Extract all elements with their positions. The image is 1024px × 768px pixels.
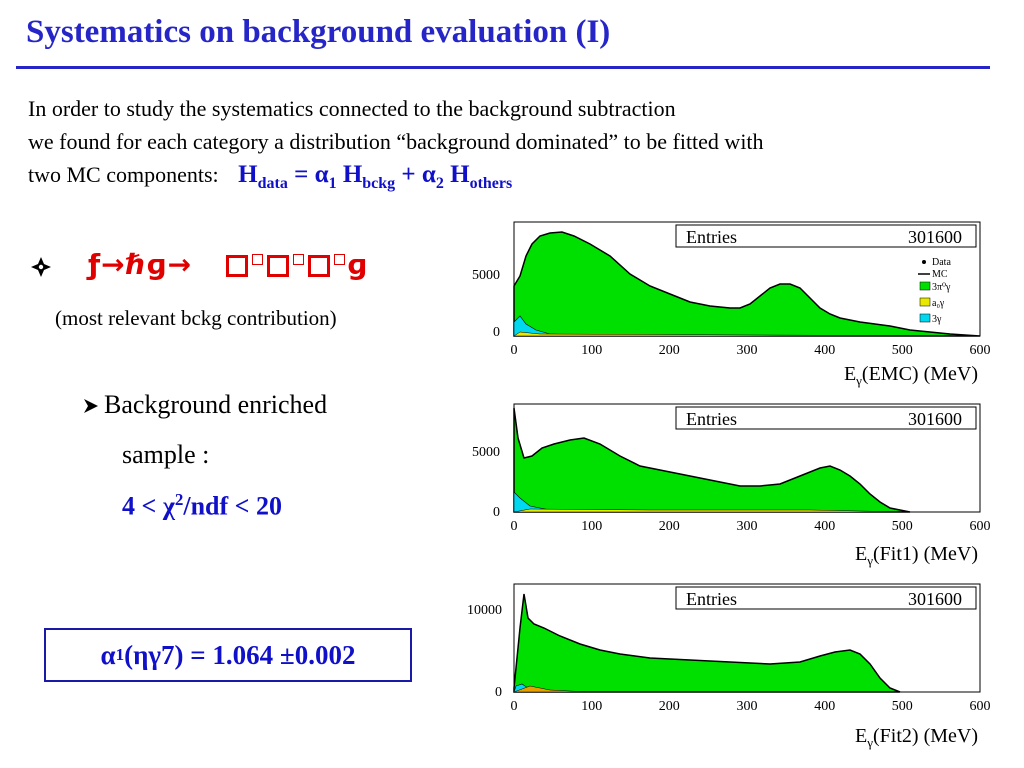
svg-text:200: 200 — [659, 519, 680, 534]
x-tick-labels: 0 100 200 300 400 500 600 — [511, 519, 991, 534]
small-box-glyph-icon — [293, 254, 305, 265]
cyan-box-icon — [919, 313, 931, 323]
svg-text:400: 400 — [814, 519, 835, 534]
svg-text:600: 600 — [970, 519, 991, 534]
alpha-result-box: α 1 (ηγ7) = 1.064 ±0.002 — [44, 628, 412, 682]
box-glyph-icon — [226, 255, 249, 277]
stats-box — [675, 586, 977, 610]
small-box-glyph-icon — [334, 254, 346, 265]
intro-text: In order to study the systematics connec… — [28, 92, 998, 200]
histogram-fit2: Entries 301600 0 10000 0 100 200 300 400… — [450, 578, 1010, 750]
svg-text:500: 500 — [892, 519, 913, 534]
entries-value: 301600 — [908, 589, 962, 609]
box-glyph-icon — [308, 255, 331, 277]
a0gamma-fill — [513, 331, 981, 337]
entries-label: Entries — [686, 589, 737, 609]
svg-text:400: 400 — [814, 343, 835, 358]
svg-text:600: 600 — [970, 699, 991, 714]
svg-text:3γ: 3γ — [932, 314, 942, 325]
fit-formula: Hdata = α1 Hbckg + α2 Hothers — [238, 161, 513, 192]
svg-text:5000: 5000 — [472, 445, 500, 460]
entries-value: 301600 — [908, 409, 962, 429]
svg-text:5000: 5000 — [472, 268, 500, 283]
stats-box — [675, 224, 977, 248]
svg-text:300: 300 — [737, 519, 758, 534]
legend: Data MC 3π⁰γ a₀γ 3γ — [918, 257, 951, 325]
x-axis-title: Eγ(Fit1) (MeV) — [855, 543, 978, 568]
svg-text:500: 500 — [892, 343, 913, 358]
intro-line-3: two MC components: Hdata = α1 Hbckg + α2… — [28, 158, 998, 200]
bckg-note: (most relevant bckg contribution) — [55, 306, 337, 330]
svg-text:0: 0 — [493, 325, 500, 340]
svg-text:0: 0 — [511, 343, 518, 358]
svg-text:600: 600 — [970, 343, 991, 358]
histogram-emc: Entries 301600 Data MC 3π⁰γ a₀γ 3γ 0 500… — [450, 216, 1010, 388]
entries-label: Entries — [686, 409, 737, 429]
svg-text:Data: Data — [932, 257, 951, 268]
svg-text:200: 200 — [659, 343, 680, 358]
chi2-cut: 4 < χ2/ndf < 20 — [122, 490, 282, 521]
small-box-glyph-icon — [252, 254, 264, 265]
svg-text:0: 0 — [495, 685, 502, 700]
svg-text:0: 0 — [511, 699, 518, 714]
svg-text:400: 400 — [814, 699, 835, 714]
histogram-fit1: Entries 301600 0 5000 0 100 200 300 400 … — [450, 398, 1010, 570]
svg-text:0: 0 — [511, 519, 518, 534]
svg-text:100: 100 — [581, 519, 602, 534]
stats-box — [675, 406, 977, 430]
diamond-bullet-icon — [31, 257, 51, 277]
entries-value: 301600 — [908, 227, 962, 247]
svg-text:a₀γ: a₀γ — [932, 298, 945, 309]
slide-title: Systematics on background evaluation (I) — [26, 14, 611, 50]
sample-label: sample : — [122, 440, 210, 469]
decay-channel: ƒ→ℏɡ→ ɡ — [88, 248, 369, 281]
mc-histogram-fill — [513, 593, 901, 693]
svg-text:300: 300 — [737, 343, 758, 358]
dot-icon — [922, 260, 926, 264]
svg-text:500: 500 — [892, 699, 913, 714]
mc-histogram-fill — [513, 231, 981, 337]
x-tick-labels: 0 100 200 300 400 500 600 — [511, 343, 991, 358]
intro-line-3-text: two MC components: — [28, 162, 219, 187]
green-box-icon — [919, 281, 931, 291]
svg-text:10000: 10000 — [467, 603, 502, 618]
box-glyph-icon — [267, 255, 290, 277]
x-axis-title: Eγ(Fit2) (MeV) — [855, 725, 978, 750]
x-axis-title: Eγ(EMC) (MeV) — [844, 363, 978, 388]
svg-text:100: 100 — [581, 343, 602, 358]
a0gamma-fill — [513, 685, 591, 693]
a0gamma-fill — [513, 508, 911, 513]
mc-histogram-fill — [513, 407, 911, 513]
intro-line-1: In order to study the systematics connec… — [28, 96, 676, 121]
title-underline — [16, 66, 990, 69]
svg-text:300: 300 — [737, 699, 758, 714]
sub-bullet: Background enriched — [82, 390, 327, 420]
svg-text:3π⁰γ: 3π⁰γ — [932, 282, 951, 293]
svg-text:200: 200 — [659, 699, 680, 714]
svg-text:0: 0 — [493, 505, 500, 520]
svg-text:100: 100 — [581, 699, 602, 714]
x-tick-labels: 0 100 200 300 400 500 600 — [511, 699, 991, 714]
yellow-box-icon — [919, 297, 931, 307]
svg-text:MC: MC — [932, 269, 948, 280]
arrow-bullet-icon — [82, 390, 104, 420]
sub-bullet-label: Background enriched — [104, 390, 328, 419]
entries-label: Entries — [686, 227, 737, 247]
intro-line-2: we found for each category a distributio… — [28, 129, 764, 154]
